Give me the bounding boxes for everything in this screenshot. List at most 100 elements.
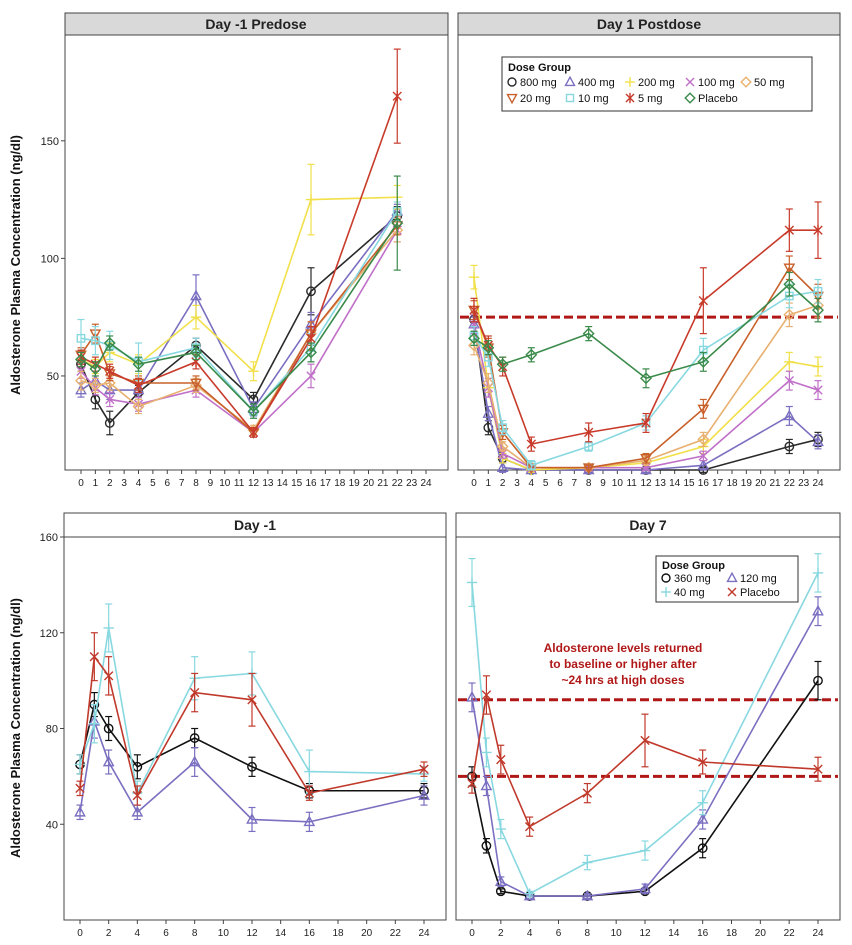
x-tick-label: 16: [697, 928, 709, 939]
data-point: [481, 690, 492, 700]
error-bar: [814, 660, 822, 701]
x-tick-label: 5: [150, 478, 156, 489]
legend-marker: [684, 92, 696, 104]
panel-title: Day -1: [234, 517, 276, 533]
data-point: [75, 383, 87, 395]
legend-marker: [625, 77, 635, 87]
data-point: [524, 888, 535, 899]
legend-marker: [507, 77, 517, 87]
data-point: [526, 438, 537, 450]
plot-content-1: 0 1 2 3 4 5 6 7 8 9 10 11 12 13 14 15 16 17 18 19 20 21 22 23 24…: [41, 48, 432, 489]
data-point: [74, 805, 86, 817]
series-line: [471, 572, 819, 895]
series-120-mg: [466, 596, 824, 901]
data-point: [103, 622, 114, 634]
error-bar: [484, 372, 492, 394]
legend-label: 120 mg: [740, 573, 777, 585]
data-point: [697, 433, 710, 446]
data-point: [105, 394, 115, 405]
x-tick-label: 4: [527, 928, 533, 939]
x-tick-label: 2: [107, 478, 113, 489]
data-point: [103, 377, 116, 389]
data-point: [697, 458, 710, 470]
legend-dose-group-bottom: Dose Group 360 mg 120 mg 40 mg Placebo: [655, 555, 799, 603]
panel-day-minus1-predose: Day -1 Predose 0 1 2 3 4 5 6 7 8 9 10 11 12 13 14 15 16 1…: [41, 12, 449, 489]
x-tick-label: 17: [320, 478, 332, 489]
data-point: [783, 308, 796, 321]
data-point: [247, 695, 257, 705]
data-point: [481, 747, 492, 758]
data-point: [467, 778, 477, 789]
legend-item: 5 mg: [625, 92, 662, 105]
x-tick-label: 24: [418, 928, 430, 939]
legend-label: 360 mg: [674, 573, 711, 585]
error-bar: [105, 715, 113, 742]
legend-marker: [625, 92, 635, 104]
x-tick-label: 0: [78, 478, 84, 489]
data-point: [784, 356, 795, 368]
data-point: [813, 224, 823, 236]
data-point: [812, 567, 824, 579]
x-tick-label: 19: [741, 478, 753, 489]
data-point: [640, 372, 652, 385]
error-bar: [814, 596, 822, 627]
error-bar: [583, 893, 591, 900]
data-point: [641, 417, 651, 429]
x-tick-label: 14: [277, 478, 289, 489]
legend-label: 100 mg: [698, 77, 735, 89]
y-tick-label: 100: [41, 253, 59, 265]
data-point: [813, 764, 823, 774]
legend-marker: [685, 77, 695, 87]
data-point: [89, 718, 100, 729]
data-point: [697, 404, 710, 416]
x-tick-label: 8: [192, 928, 198, 939]
x-tick-label: 15: [683, 478, 695, 489]
legend-title: Dose Group: [662, 560, 725, 572]
x-tick-label: 6: [557, 478, 563, 489]
x-tick-label: 10: [611, 928, 623, 939]
data-point: [496, 754, 506, 765]
data-point: [189, 687, 200, 698]
data-point: [190, 378, 202, 390]
data-point: [248, 426, 259, 438]
legend-item: 120 mg: [726, 571, 777, 585]
data-point: [783, 409, 796, 421]
x-tick-label: 18: [726, 478, 738, 489]
series-line: [471, 694, 819, 828]
x-tick-label: 6: [164, 478, 170, 489]
x-tick-label: 21: [377, 478, 389, 489]
x-tick-label: 4: [136, 478, 142, 489]
data-point: [391, 217, 404, 230]
data-point: [466, 690, 478, 702]
data-point: [189, 733, 200, 743]
x-tick-label: 8: [585, 928, 591, 939]
legend-marker: [726, 571, 738, 583]
data-point: [640, 735, 650, 746]
x-tick-label: 8: [586, 478, 592, 489]
error-bar: [699, 838, 707, 859]
data-point: [697, 843, 708, 854]
plot-content-4: 0 2 4 6 8 10 12 14 16 18 20 22 24: [458, 553, 838, 939]
series-placebo: [75, 175, 404, 419]
data-point: [481, 840, 492, 851]
data-point: [640, 453, 652, 465]
annotation-line: to baseline or higher after: [549, 657, 697, 671]
data-point: [76, 333, 86, 343]
x-tick-label: 4: [529, 478, 535, 489]
data-point: [582, 463, 595, 475]
error-bar: [468, 682, 476, 713]
series-line: [80, 210, 398, 413]
x-tick-label: 2: [500, 478, 506, 489]
data-point: [525, 348, 538, 361]
series-line: [80, 224, 398, 434]
x-tick-label: 24: [420, 478, 432, 489]
legend-box: [501, 56, 813, 112]
x-tick-label: 13: [655, 478, 667, 489]
error-bar: [106, 410, 114, 436]
series-40-mg: [466, 553, 824, 899]
data-point: [526, 460, 536, 470]
x-tick-label: 13: [262, 478, 274, 489]
legend-item: Placebo: [684, 92, 738, 105]
